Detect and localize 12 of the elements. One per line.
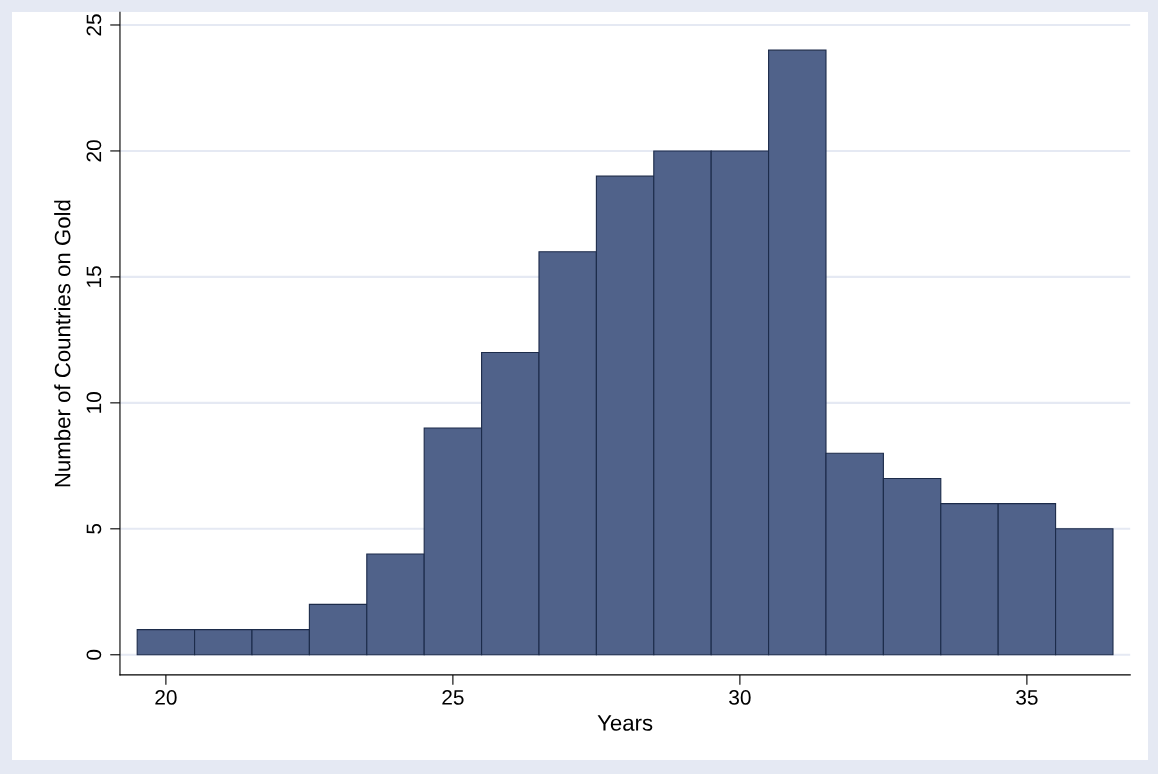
y-tick-label: 20 (86, 140, 102, 162)
y-axis-title: Number of Countries on Gold (54, 200, 71, 487)
x-tick-label: 35 (1016, 690, 1038, 705)
y-tick-label: 10 (86, 392, 102, 413)
x-tick-label: 20 (155, 690, 177, 705)
y-tick-label: 5 (86, 523, 102, 534)
x-tick-label: 25 (442, 690, 464, 705)
x-axis-title: Years (597, 715, 653, 731)
y-tick-label: 25 (86, 14, 102, 36)
y-tick-label: 15 (86, 266, 102, 287)
y-tick-label: 0 (86, 649, 102, 660)
x-tick-label: 30 (729, 690, 751, 705)
